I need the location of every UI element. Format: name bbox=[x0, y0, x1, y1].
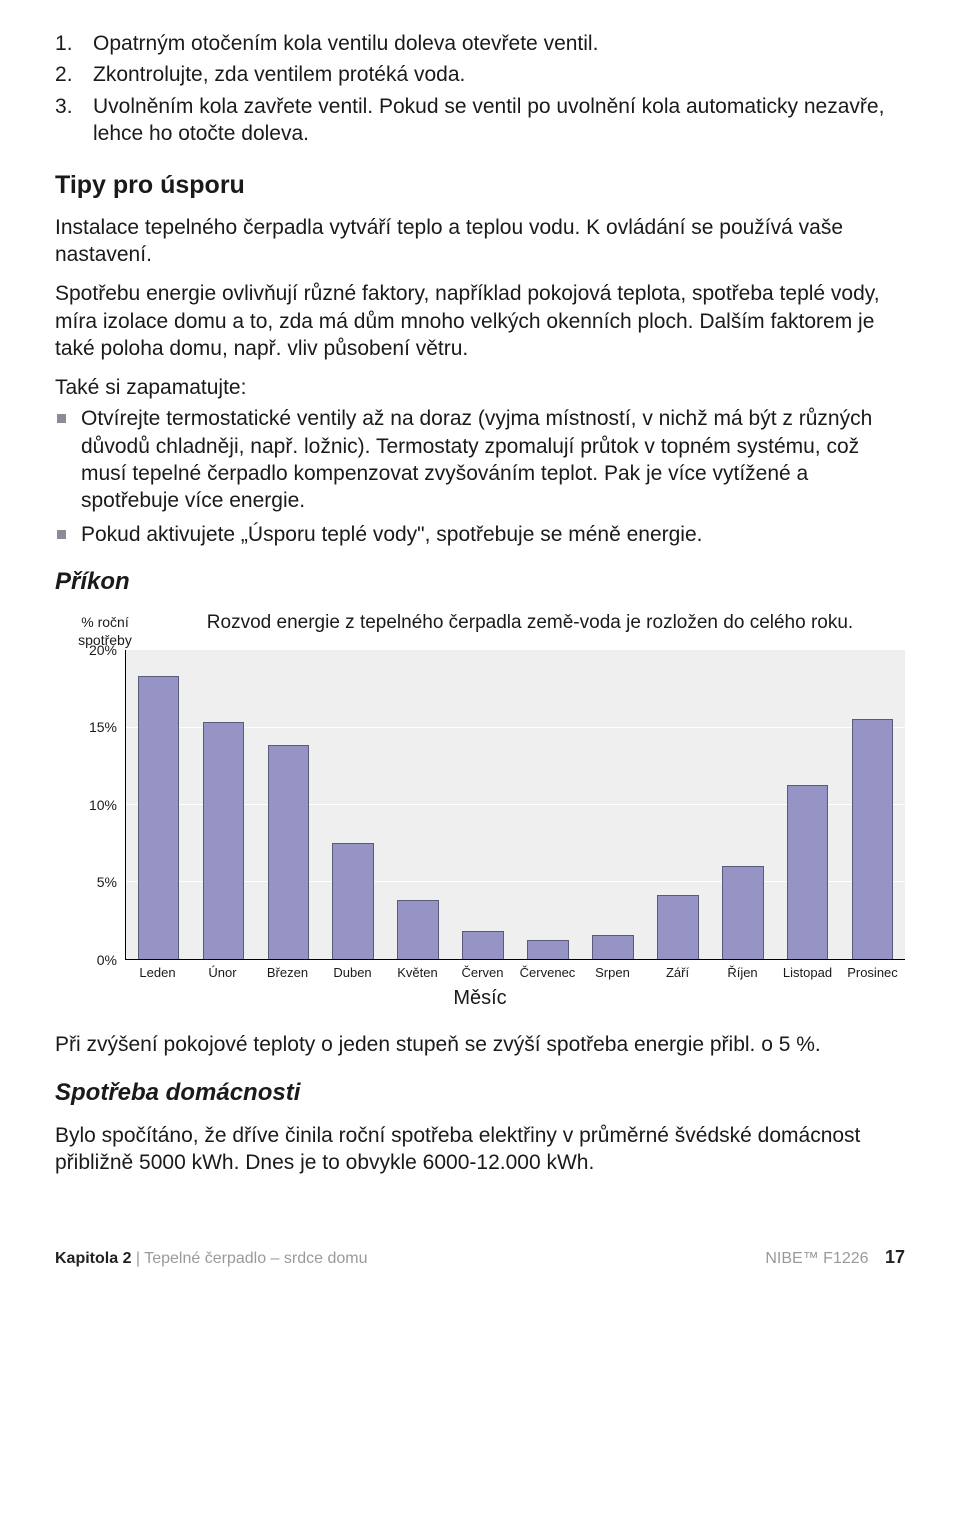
step-item: Opatrným otočením kola ventilu doleva ot… bbox=[55, 30, 905, 57]
footer-page-number: 17 bbox=[885, 1247, 905, 1267]
tips-bullet-list: Otvírejte termostatické ventily až na do… bbox=[55, 405, 905, 547]
chart-ytick: 15% bbox=[89, 718, 117, 736]
spotreba-heading: Spotřeba domácnosti bbox=[55, 1077, 905, 1108]
numbered-steps: Opatrným otočením kola ventilu doleva ot… bbox=[55, 30, 905, 147]
chart-xlabel: Červen bbox=[450, 960, 515, 982]
chart-ytick: 10% bbox=[89, 795, 117, 813]
chart-xlabel: Únor bbox=[190, 960, 255, 982]
chart-bars bbox=[126, 650, 905, 959]
footer-brand: NIBE™ F1226 17 bbox=[765, 1246, 905, 1270]
tips-heading: Tipy pro úsporu bbox=[55, 169, 905, 202]
chart-xlabel: Září bbox=[645, 960, 710, 982]
chart-ytick: 20% bbox=[89, 640, 117, 658]
tips-bullet: Otvírejte termostatické ventily až na do… bbox=[55, 405, 905, 514]
tips-paragraph-2: Spotřebu energie ovlivňují různé faktory… bbox=[55, 280, 905, 362]
chart-bar-cell bbox=[386, 650, 451, 959]
chart-xlabel: Březen bbox=[255, 960, 320, 982]
after-chart-text: Při zvýšení pokojové teploty o jeden stu… bbox=[55, 1031, 905, 1058]
chart-ytick: 0% bbox=[97, 950, 117, 968]
tips-paragraph-1: Instalace tepelného čerpadla vytváří tep… bbox=[55, 214, 905, 269]
page-footer: Kapitola 2 | Tepelné čerpadlo – srdce do… bbox=[55, 1246, 905, 1270]
chart-bar-cell bbox=[580, 650, 645, 959]
chart-bar-cell bbox=[516, 650, 581, 959]
chart-xlabel: Leden bbox=[125, 960, 190, 982]
chart-xlabel: Listopad bbox=[775, 960, 840, 982]
prikon-heading: Příkon bbox=[55, 566, 905, 597]
chart-xlabel: Duben bbox=[320, 960, 385, 982]
spotreba-body: Bylo spočítáno, že dříve činila roční sp… bbox=[55, 1122, 905, 1177]
chart-xlabel: Červenec bbox=[515, 960, 580, 982]
chart-xlabels: LedenÚnorBřezenDubenKvětenČervenČervenec… bbox=[125, 960, 905, 982]
chart-bar bbox=[462, 931, 504, 959]
step-item: Zkontrolujte, zda ventilem protéká voda. bbox=[55, 61, 905, 88]
chart-xlabel: Srpen bbox=[580, 960, 645, 982]
tips-bullet: Pokud aktivujete „Úsporu teplé vody", sp… bbox=[55, 521, 905, 548]
chart-xlabel: Květen bbox=[385, 960, 450, 982]
footer-chapter-bold: Kapitola 2 bbox=[55, 1250, 131, 1267]
chart-bar bbox=[657, 895, 699, 958]
chart-bar bbox=[268, 745, 310, 958]
chart-bar bbox=[852, 719, 894, 958]
chart-bar bbox=[138, 676, 180, 959]
chart-caption: Rozvod energie z tepelného čerpadla země… bbox=[155, 611, 905, 644]
chart-bar-cell bbox=[321, 650, 386, 959]
chart-bar bbox=[397, 900, 439, 959]
chart-bar bbox=[332, 843, 374, 959]
chart-yaxis: 20% 15% 10% 5% 0% bbox=[55, 650, 125, 960]
chart-xlabel: Prosinec bbox=[840, 960, 905, 982]
footer-chapter-rest: | Tepelné čerpadlo – srdce domu bbox=[131, 1250, 367, 1267]
chart-ytick: 5% bbox=[97, 873, 117, 891]
footer-brand-text: NIBE™ F1226 bbox=[765, 1250, 868, 1267]
chart-bar-cell bbox=[710, 650, 775, 959]
chart-bar bbox=[787, 785, 829, 958]
chart-xaxis-title: Měsíc bbox=[55, 985, 905, 1011]
chart-ylabel-line: % roční bbox=[55, 613, 155, 631]
energy-chart: % roční spotřeby Rozvod energie z tepeln… bbox=[55, 611, 905, 1011]
chart-bar bbox=[527, 940, 569, 959]
chart-bar-cell bbox=[840, 650, 905, 959]
chart-bar bbox=[722, 866, 764, 959]
chart-bar-cell bbox=[775, 650, 840, 959]
chart-bar-cell bbox=[126, 650, 191, 959]
chart-bar bbox=[592, 935, 634, 958]
chart-bar-cell bbox=[645, 650, 710, 959]
chart-bar-cell bbox=[191, 650, 256, 959]
footer-chapter: Kapitola 2 | Tepelné čerpadlo – srdce do… bbox=[55, 1249, 367, 1270]
chart-bar bbox=[203, 722, 245, 958]
chart-plot-area bbox=[125, 650, 905, 960]
chart-bar-cell bbox=[256, 650, 321, 959]
step-item: Uvolněním kola zavřete ventil. Pokud se … bbox=[55, 93, 905, 148]
chart-xlabel: Říjen bbox=[710, 960, 775, 982]
tips-remember: Také si zapamatujte: bbox=[55, 374, 905, 401]
chart-bar-cell bbox=[451, 650, 516, 959]
